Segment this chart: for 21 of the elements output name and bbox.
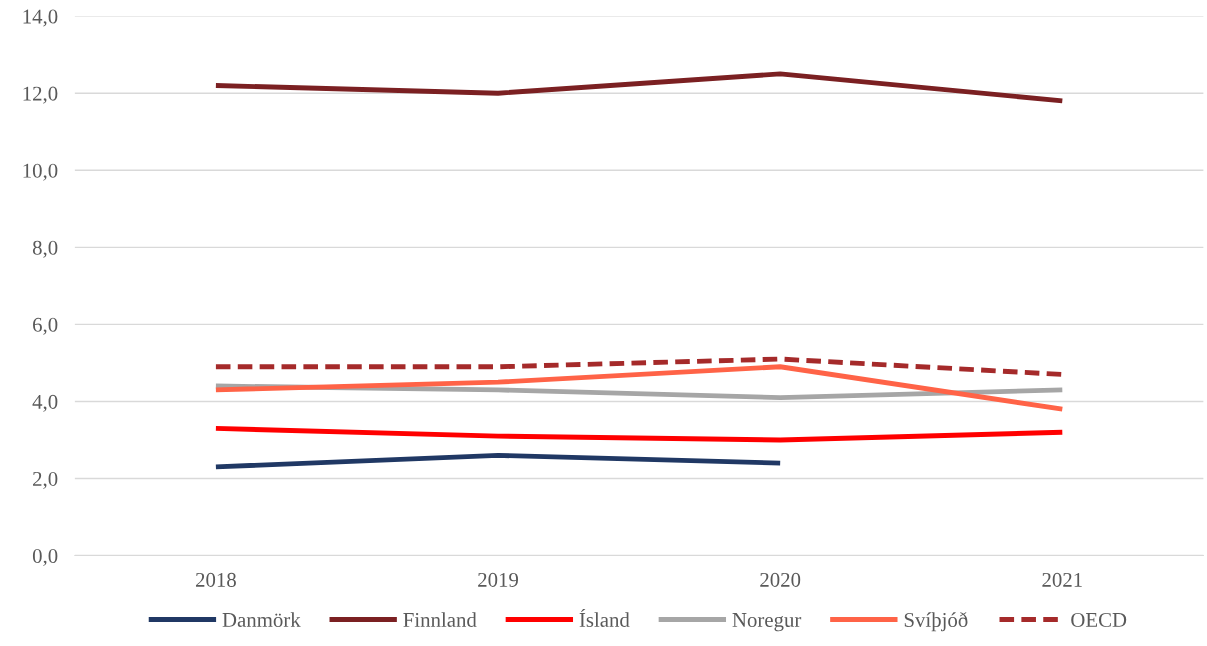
x-tick-label: 2020 (760, 572, 801, 587)
y-tick-label: 14,0 (23, 9, 58, 27)
line-series (213, 364, 1065, 412)
x-tick-label: 2018 (195, 572, 236, 587)
x-tick-label: 2019 (478, 572, 519, 587)
legend-label: Noregur (732, 613, 802, 632)
y-tick-label: 10,0 (23, 163, 58, 181)
y-tick-label: 8,0 (32, 240, 58, 258)
legend-label: Svíþjóð (904, 612, 968, 632)
y-tick-label: 6,0 (33, 317, 58, 335)
legend-label: OECD (1071, 612, 1127, 627)
legend-label: Ísland (579, 608, 630, 627)
legend-label: Finnland (403, 612, 477, 627)
legend-label: Danmörk (222, 612, 301, 627)
y-tick-label: 2,0 (33, 471, 58, 489)
y-tick-label: 0,0 (32, 548, 58, 566)
line-series (213, 425, 1065, 443)
line-series (213, 71, 1065, 104)
y-tick-label: 12,0 (23, 86, 58, 104)
y-tick-label: 4,0 (32, 394, 58, 412)
x-tick-label: 2021 (1042, 572, 1082, 587)
